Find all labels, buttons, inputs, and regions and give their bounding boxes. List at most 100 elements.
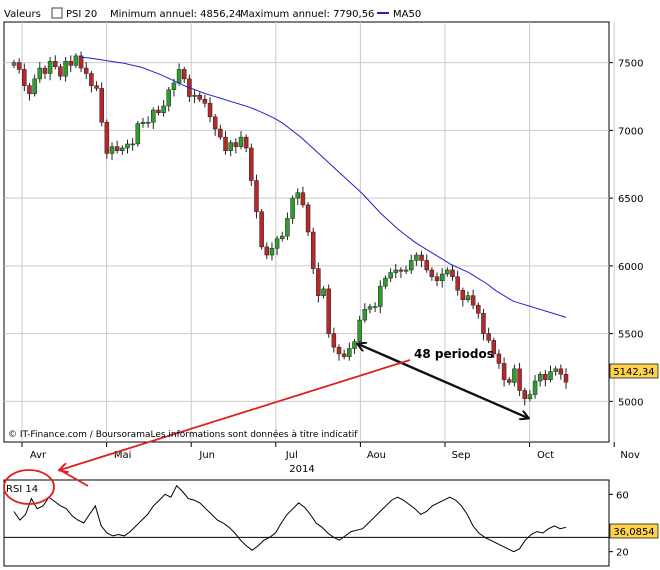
candle-body [310,231,316,269]
candle-body [274,238,280,249]
rsi-pointer-arrow [60,359,411,470]
candle-body [527,394,533,399]
candle-body [223,136,228,151]
candle-body [156,109,161,114]
candle-body [99,88,104,123]
candle-body [378,285,383,307]
candle-body [347,348,352,357]
candle-body [522,390,527,399]
candle-body [419,254,424,261]
candle-body [192,94,197,97]
candle-body [563,374,569,383]
candle-body [548,371,553,380]
price-tick-label: 6000 [618,262,643,273]
candle-body [341,353,347,357]
month-tick-label: Jun [198,450,215,461]
candle-body [130,143,135,146]
candle-body [285,218,290,237]
last-price-label: 5142,34 [613,367,654,378]
candle-body [109,146,115,154]
candle-body [212,116,218,130]
candle-body [300,192,306,206]
month-tick-label: Oct [537,450,554,461]
month-tick-label: Aou [367,450,386,461]
candle-body [16,62,22,70]
header-prefix: Valeurs [4,9,41,20]
candle-body [11,62,17,66]
candle-body [352,341,357,349]
year-label: 2014 [289,464,314,475]
candle-body [336,346,342,355]
candle-body [439,273,445,282]
price-tick-label: 6500 [618,194,643,205]
candle-body [238,136,244,147]
rsi-line [13,484,567,553]
candle-body [135,123,141,145]
candle-body [331,333,337,348]
price-tick-label: 5000 [618,397,643,408]
series-name: PSI 20 [66,9,97,20]
candle-body [496,353,502,364]
month-tick-label: Sep [452,450,471,461]
candle-body [166,89,172,107]
candle-body [362,308,368,321]
candle-body [408,260,414,271]
candle-body [326,288,331,334]
candle-body [32,78,37,95]
candle-body [507,379,512,383]
candle-body [171,82,177,90]
candle-body [434,276,440,282]
candle-body [259,211,264,248]
candle-body [63,61,68,77]
ma-legend-label: MA50 [393,9,421,20]
candle-body [228,142,233,151]
last-price-box [609,363,659,379]
candle-body [89,73,94,86]
price-tick-label: 7500 [618,59,643,70]
candle-body [249,147,254,181]
candle-body [450,269,455,277]
candle-body [47,61,53,74]
candle-body [481,313,486,334]
candle-body [393,269,399,273]
candle-body [83,67,89,74]
candle-body [176,69,182,84]
candle-body [22,69,27,86]
candle-body [553,368,558,372]
candle-body [104,122,110,154]
month-tick-label: Mai [114,450,132,461]
candle-body [543,374,548,380]
candle-body [151,109,156,123]
candle-body [486,333,491,341]
candle-body [114,146,120,151]
candle-body [125,143,130,149]
periods-arrow-left [358,344,529,420]
annual-max: Maximum annuel: 7790,56 [240,9,374,20]
candle-body [145,122,151,124]
price-panel-frame [3,21,610,443]
candle-body [305,204,311,233]
candle-body [517,368,522,391]
candle-body [367,306,373,310]
month-tick-label: Nov [620,450,640,461]
rsi-highlight-circle [3,469,55,505]
last-rsi-label: 36,0854 [613,527,654,538]
candle-body [78,55,84,69]
candle-body [321,288,326,296]
candle-body [424,260,429,271]
candle-body [197,94,202,100]
candle-body [316,268,321,296]
candle-body [254,180,259,212]
candle-body [537,374,543,382]
candle-body [269,248,275,256]
candle-body [161,105,166,114]
candle-body [280,235,285,240]
candle-body [140,122,146,124]
candle-body [295,192,300,199]
candle-body [218,128,223,138]
candle-body [73,55,79,66]
periods-annotation: 48 periodos [414,347,494,361]
candle-body [403,269,409,272]
candle-body [94,85,99,89]
